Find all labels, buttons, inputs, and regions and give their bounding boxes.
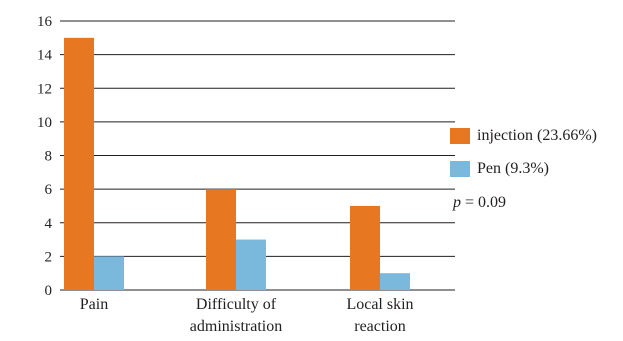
legend: injection (23.66%) Pen (9.3%) <box>450 126 622 192</box>
legend-item-pen: Pen (9.3%) <box>450 159 622 179</box>
x-axis-labels: Pain Difficulty of administration Local ski… <box>80 296 414 335</box>
y-tick-label-6: 6 <box>45 182 53 198</box>
bar-injection-0 <box>64 37 94 290</box>
p-value-annotation: p = 0.09 <box>453 194 506 212</box>
y-tick-label-4: 4 <box>45 216 53 232</box>
x-tick-label-1: Difficulty of administration <box>190 296 282 335</box>
p-value-text: = 0.09 <box>461 194 507 211</box>
legend-swatch-pen <box>450 161 470 177</box>
legend-label-injection: injection (23.66%) <box>477 127 597 144</box>
y-tick-label-8: 8 <box>45 149 53 165</box>
x-tick-label-line: administration <box>190 318 282 335</box>
y-tick-label-10: 10 <box>37 115 52 131</box>
x-tick-label-line: Local skin <box>346 296 413 313</box>
bar-injection-1 <box>206 189 236 290</box>
x-tick-label-0: Pain <box>80 296 108 313</box>
y-tick-label-2: 2 <box>45 249 53 265</box>
p-value-symbol: p <box>453 194 461 211</box>
gridlines <box>60 20 455 291</box>
y-tick-label-0: 0 <box>45 283 53 299</box>
x-tick-label-line: Pain <box>80 296 108 313</box>
bar-injection-2 <box>350 205 380 290</box>
y-tick-label-14: 14 <box>37 48 53 64</box>
x-tick-label-line: reaction <box>354 318 406 335</box>
x-tick-label-line: Difficulty of <box>196 296 277 313</box>
bar-pen-1 <box>236 239 266 290</box>
legend-item-injection: injection (23.66%) <box>450 126 622 146</box>
y-tick-label-12: 12 <box>37 81 52 97</box>
bars <box>64 37 410 290</box>
bar-pen-2 <box>380 273 410 290</box>
y-tick-label-16: 16 <box>37 14 53 30</box>
y-axis-ticks: 0 2 4 6 8 10 12 14 16 <box>37 14 53 299</box>
legend-swatch-injection <box>450 128 470 144</box>
bar-pen-0 <box>94 256 124 290</box>
legend-label-pen: Pen (9.3%) <box>477 160 549 177</box>
x-tick-label-2: Local skin reaction <box>346 296 413 335</box>
